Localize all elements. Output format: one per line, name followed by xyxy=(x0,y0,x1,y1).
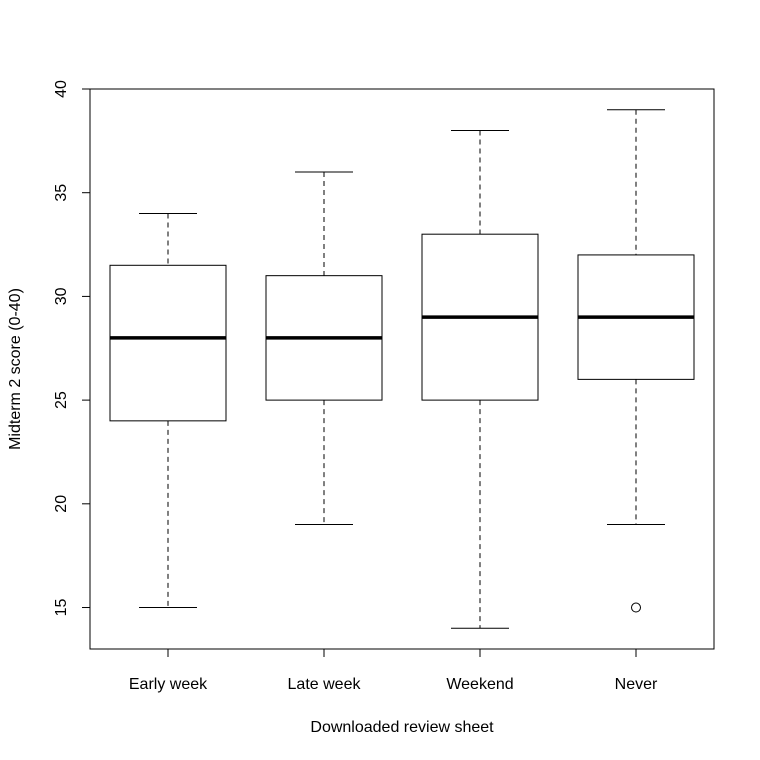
y-tick-label: 15 xyxy=(53,599,70,617)
y-tick-label: 20 xyxy=(53,495,70,513)
y-tick-label: 35 xyxy=(53,184,70,202)
outlier-point xyxy=(631,602,641,613)
box-group xyxy=(109,212,227,609)
y-tick-label: 25 xyxy=(53,391,70,409)
plot-area xyxy=(89,88,715,650)
x-tick-label: Late week xyxy=(288,676,362,693)
y-axis: 15 20 25 30 35 40 xyxy=(53,80,90,616)
box-group xyxy=(421,129,539,629)
x-tick-label: Weekend xyxy=(446,676,513,693)
iqr-box xyxy=(109,264,227,422)
x-tick-label: Never xyxy=(615,676,658,693)
box-group xyxy=(265,171,383,526)
y-tick-label: 40 xyxy=(53,80,70,98)
x-axis-title: Downloaded review sheet xyxy=(310,719,494,736)
x-axis: Early week Late week Weekend Never xyxy=(129,649,658,693)
plot-frame xyxy=(89,88,715,650)
y-tick-label: 30 xyxy=(53,287,70,305)
y-axis-title: Midterm 2 score (0-40) xyxy=(7,288,24,450)
box-group xyxy=(577,109,695,613)
x-tick-label: Early week xyxy=(129,676,208,693)
